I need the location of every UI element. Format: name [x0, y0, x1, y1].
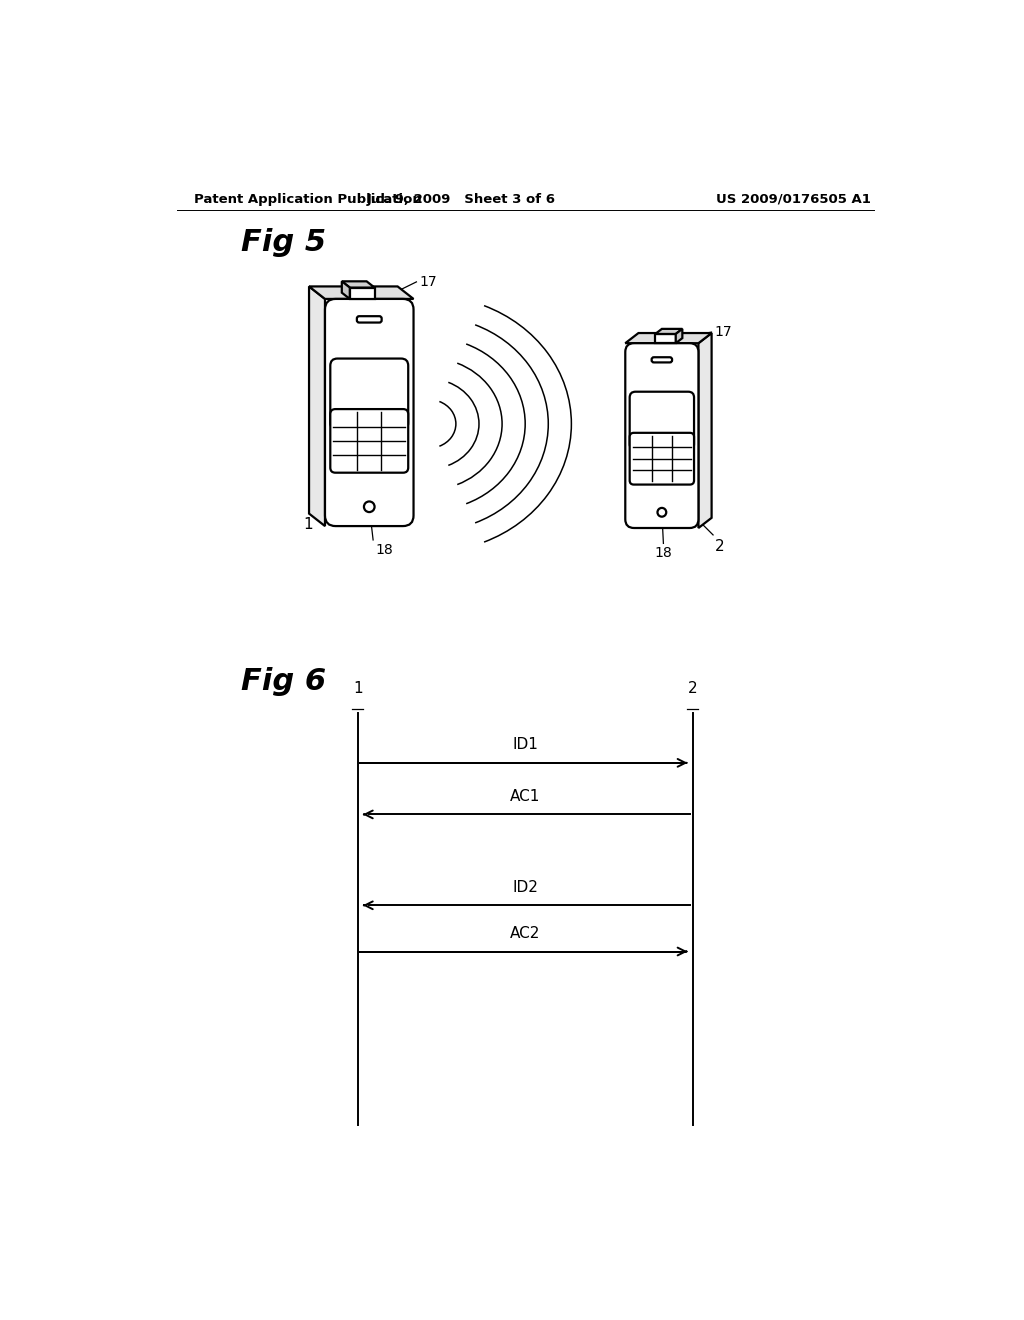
Text: 17: 17: [420, 275, 437, 289]
Text: 17: 17: [715, 325, 732, 339]
Text: US 2009/0176505 A1: US 2009/0176505 A1: [716, 193, 870, 206]
Text: AC1: AC1: [510, 788, 541, 804]
Text: 2: 2: [716, 539, 725, 554]
Text: Jul. 9, 2009   Sheet 3 of 6: Jul. 9, 2009 Sheet 3 of 6: [368, 193, 556, 206]
Text: ID2: ID2: [512, 879, 539, 895]
Text: Patent Application Publication: Patent Application Publication: [195, 193, 422, 206]
Text: 18: 18: [654, 546, 673, 561]
Polygon shape: [342, 281, 350, 298]
FancyBboxPatch shape: [331, 409, 409, 473]
Circle shape: [364, 502, 375, 512]
FancyBboxPatch shape: [630, 392, 694, 450]
Polygon shape: [676, 329, 682, 343]
FancyBboxPatch shape: [630, 433, 694, 484]
FancyBboxPatch shape: [331, 359, 409, 430]
Polygon shape: [626, 333, 712, 343]
Polygon shape: [350, 288, 375, 298]
Polygon shape: [655, 334, 676, 343]
Text: Fig 5: Fig 5: [241, 227, 326, 256]
Polygon shape: [309, 286, 414, 298]
Text: 18: 18: [376, 543, 393, 557]
FancyBboxPatch shape: [325, 298, 414, 527]
Text: 2: 2: [688, 681, 697, 696]
FancyBboxPatch shape: [626, 343, 698, 528]
Circle shape: [657, 508, 667, 516]
FancyBboxPatch shape: [651, 358, 672, 363]
Polygon shape: [342, 281, 375, 288]
Text: Fig 6: Fig 6: [241, 667, 326, 696]
Text: ID1: ID1: [512, 737, 539, 752]
Polygon shape: [698, 333, 712, 528]
Text: AC2: AC2: [510, 925, 541, 941]
Polygon shape: [655, 329, 682, 334]
FancyBboxPatch shape: [356, 317, 382, 322]
Text: 1: 1: [303, 517, 313, 532]
Polygon shape: [309, 286, 325, 527]
Text: 1: 1: [353, 681, 362, 696]
